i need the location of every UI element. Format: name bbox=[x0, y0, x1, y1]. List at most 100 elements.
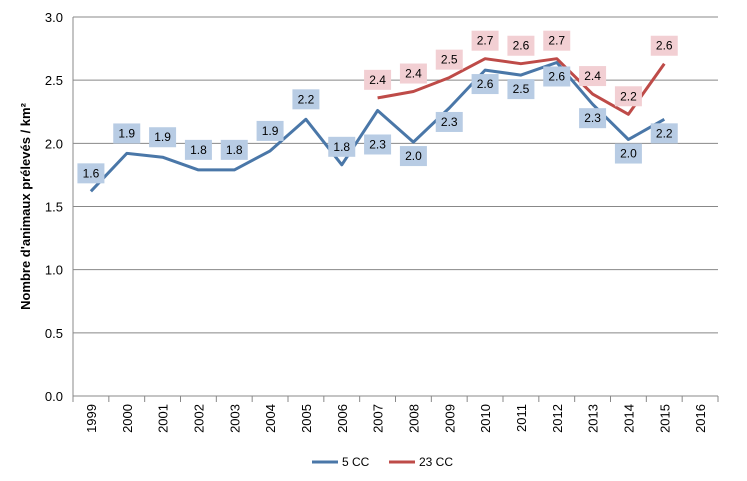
data-label-5cc: 2.3 bbox=[435, 111, 463, 132]
data-label-text: 1.9 bbox=[118, 126, 135, 140]
data-label-text: 2.2 bbox=[620, 89, 637, 103]
data-label-23cc: 2.2 bbox=[614, 86, 642, 107]
legend-item-5cc: 5 CC bbox=[312, 455, 370, 469]
x-tick-label: 2004 bbox=[263, 404, 278, 433]
data-label-text: 1.8 bbox=[226, 143, 243, 157]
y-axis-label: Nombre d'animaux prélevés / km² bbox=[18, 102, 33, 310]
data-label-23cc: 2.4 bbox=[399, 63, 427, 84]
data-label-23cc: 2.7 bbox=[543, 30, 571, 51]
data-label-bg bbox=[77, 163, 105, 184]
data-label-text: 1.9 bbox=[154, 130, 171, 144]
data-label-23cc: 2.5 bbox=[435, 49, 463, 70]
y-tick-label: 1.0 bbox=[45, 263, 63, 278]
data-label-bg bbox=[399, 146, 427, 167]
x-tick-label: 2015 bbox=[657, 404, 672, 433]
legend-label: 5 CC bbox=[342, 455, 370, 469]
data-label-23cc: 2.6 bbox=[650, 35, 678, 56]
data-label-text: 1.9 bbox=[262, 124, 279, 138]
data-label-text: 2.4 bbox=[369, 73, 386, 87]
data-label-bg bbox=[220, 139, 248, 160]
data-label-bg bbox=[292, 89, 320, 110]
data-label-5cc: 1.8 bbox=[220, 139, 248, 160]
y-tick-label: 3.0 bbox=[45, 10, 63, 25]
data-label-text: 2.2 bbox=[298, 92, 315, 106]
data-label-text: 2.6 bbox=[548, 69, 565, 83]
y-tick-label: 1.5 bbox=[45, 200, 63, 215]
data-label-23cc: 2.7 bbox=[471, 30, 499, 51]
x-tick-label: 2014 bbox=[621, 404, 636, 433]
data-label-bg bbox=[507, 79, 535, 100]
x-tick-label: 2003 bbox=[227, 404, 242, 433]
data-labels: 1.6 1.9 1.9 1.8 1.8 1.9 2.2 1.8 2.3 2.0 2.3 2.6 2.5 2… bbox=[77, 30, 678, 184]
data-label-text: 2.4 bbox=[584, 69, 601, 83]
y-tick-label: 0.0 bbox=[45, 389, 63, 404]
data-label-bg bbox=[328, 136, 356, 157]
data-label-text: 2.7 bbox=[548, 34, 565, 48]
data-label-text: 2.6 bbox=[477, 77, 494, 91]
data-label-bg bbox=[507, 35, 535, 56]
data-label-text: 1.8 bbox=[190, 143, 207, 157]
x-tick-label: 2013 bbox=[586, 404, 601, 433]
data-label-bg bbox=[471, 74, 499, 95]
data-label-5cc: 2.6 bbox=[543, 66, 571, 87]
data-label-text: 2.2 bbox=[656, 126, 673, 140]
data-label-bg bbox=[113, 123, 141, 144]
data-label-5cc: 2.6 bbox=[471, 74, 499, 95]
data-label-text: 2.3 bbox=[441, 115, 458, 129]
data-label-bg bbox=[364, 134, 392, 155]
data-label-5cc: 2.0 bbox=[614, 143, 642, 164]
data-label-5cc: 1.8 bbox=[328, 136, 356, 157]
data-label-bg bbox=[650, 35, 678, 56]
data-label-bg bbox=[579, 66, 607, 87]
data-label-bg bbox=[256, 120, 284, 141]
y-tick-labels: 0.0 0.5 1.0 1.5 2.0 2.5 3.0 bbox=[45, 10, 63, 404]
x-tick-label: 2016 bbox=[693, 404, 708, 433]
data-label-5cc: 2.0 bbox=[399, 146, 427, 167]
data-label-text: 2.5 bbox=[513, 82, 530, 96]
data-label-5cc: 2.3 bbox=[579, 108, 607, 129]
data-label-23cc: 2.6 bbox=[507, 35, 535, 56]
legend: 5 CC 23 CC bbox=[312, 455, 453, 469]
data-label-23cc: 2.4 bbox=[579, 66, 607, 87]
x-tick-label: 2007 bbox=[371, 404, 386, 433]
data-label-5cc: 2.3 bbox=[364, 134, 392, 155]
data-label-text: 2.6 bbox=[513, 39, 530, 53]
data-label-text: 2.7 bbox=[477, 34, 494, 48]
data-label-bg bbox=[435, 49, 463, 70]
data-label-bg bbox=[579, 108, 607, 129]
x-tick-label: 2000 bbox=[120, 404, 135, 433]
data-label-bg bbox=[650, 123, 678, 144]
data-label-text: 1.8 bbox=[333, 140, 350, 154]
data-label-5cc: 1.8 bbox=[184, 139, 212, 160]
legend-item-23cc: 23 CC bbox=[389, 455, 453, 469]
data-label-bg bbox=[614, 86, 642, 107]
data-label-text: 2.5 bbox=[441, 53, 458, 67]
data-label-bg bbox=[399, 63, 427, 84]
data-label-bg bbox=[149, 127, 177, 148]
data-label-text: 1.6 bbox=[83, 166, 100, 180]
y-tick-label: 2.5 bbox=[45, 73, 63, 88]
x-tick-label: 2011 bbox=[514, 404, 529, 432]
data-label-23cc: 2.4 bbox=[364, 69, 392, 90]
gridlines bbox=[73, 16, 718, 397]
data-label-5cc: 1.9 bbox=[256, 120, 284, 141]
data-label-bg bbox=[614, 143, 642, 164]
data-label-bg bbox=[543, 66, 571, 87]
x-tick-label: 2010 bbox=[478, 404, 493, 433]
data-label-text: 2.4 bbox=[405, 67, 422, 81]
data-label-bg bbox=[435, 111, 463, 132]
x-tick-label: 1999 bbox=[84, 404, 99, 433]
data-label-bg bbox=[471, 30, 499, 51]
x-tick-label: 2012 bbox=[550, 404, 565, 433]
x-tick-label: 2002 bbox=[191, 404, 206, 433]
x-tick-label: 2005 bbox=[299, 404, 314, 433]
x-tick-label: 2006 bbox=[335, 404, 350, 433]
data-label-text: 2.3 bbox=[584, 111, 601, 125]
data-label-5cc: 1.6 bbox=[77, 163, 105, 184]
x-tick-label: 2001 bbox=[156, 404, 171, 433]
axes bbox=[72, 17, 719, 402]
data-label-text: 2.0 bbox=[620, 147, 637, 161]
x-tick-label: 2009 bbox=[442, 404, 457, 433]
